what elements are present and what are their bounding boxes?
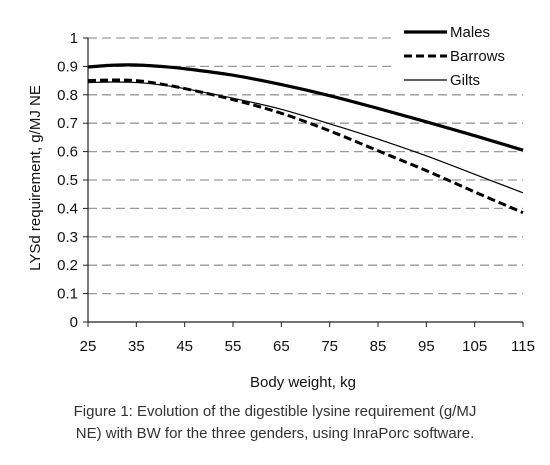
x-tick-label: 75 bbox=[321, 338, 338, 355]
y-tick-label: 0.3 bbox=[57, 229, 78, 246]
x-tick-label: 115 bbox=[511, 338, 535, 355]
series-line-gilts bbox=[87, 81, 524, 194]
x-tick-label: 45 bbox=[176, 338, 193, 355]
series-line-barrows bbox=[87, 78, 524, 215]
x-tick-label: 105 bbox=[462, 338, 487, 355]
x-tick-label: 95 bbox=[418, 338, 435, 355]
y-tick-label: 1 bbox=[70, 30, 78, 47]
series-line-males bbox=[87, 63, 524, 152]
legend-label-gilts: Gilts bbox=[450, 72, 480, 89]
x-tick-label: 85 bbox=[370, 338, 387, 355]
x-tick-label: 65 bbox=[273, 338, 290, 355]
y-tick-label: 0 bbox=[70, 314, 78, 331]
axes-layer: 0 0.1 0.2 0.3 0.4 0.5 0.6 0.7 0.8 0.9 1 25 35 45 55 65 7… bbox=[57, 30, 535, 355]
y-tick-label: 0.1 bbox=[57, 286, 78, 303]
caption-line-1: Figure 1: Evolution of the digestible ly… bbox=[73, 403, 477, 420]
caption-line-2: NE) with BW for the three genders, using… bbox=[75, 425, 475, 442]
y-tick-label: 0.6 bbox=[57, 144, 78, 161]
y-axis-title: LYSd requirement, g/MJ NE bbox=[27, 85, 44, 271]
x-tick-label: 55 bbox=[225, 338, 242, 355]
y-tick-label: 0.4 bbox=[57, 200, 78, 217]
legend-background bbox=[395, 17, 525, 91]
y-tick-label: 0.7 bbox=[57, 115, 78, 132]
y-tick-label: 0.5 bbox=[57, 172, 78, 189]
x-tick-label: 35 bbox=[128, 338, 145, 355]
series-layer bbox=[87, 63, 524, 215]
legend-label-barrows: Barrows bbox=[450, 48, 505, 65]
y-tick-label: 0.8 bbox=[57, 87, 78, 104]
x-tick-label: 25 bbox=[80, 338, 97, 355]
figure-caption: Figure 1: Evolution of the digestible ly… bbox=[0, 401, 550, 445]
legend-label-males: Males bbox=[450, 24, 490, 41]
lysine-requirement-chart: 0 0.1 0.2 0.3 0.4 0.5 0.6 0.7 0.8 0.9 1 25 35 45 55 65 7… bbox=[27, 17, 535, 391]
legend: Males Barrows Gilts bbox=[395, 17, 525, 91]
y-tick-label: 0.2 bbox=[57, 257, 78, 274]
x-axis-title: Body weight, kg bbox=[250, 374, 356, 391]
y-tick-label: 0.9 bbox=[57, 58, 78, 75]
